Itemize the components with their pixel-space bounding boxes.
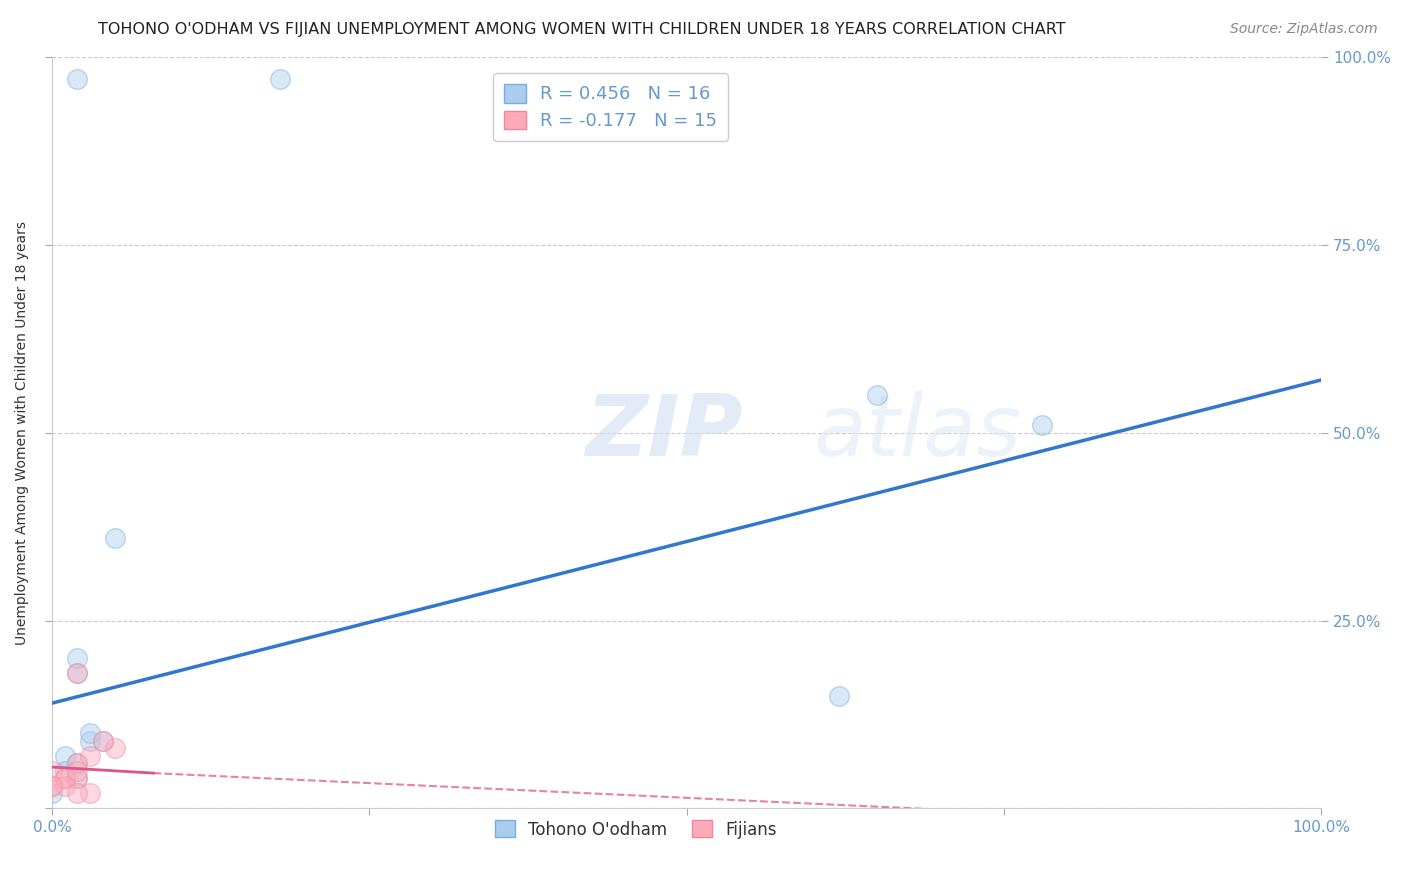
Point: [66, 72, 89, 87]
Point: [41, 779, 63, 793]
Point: [79, 748, 101, 763]
Point: [66, 764, 89, 778]
Point: [66, 772, 89, 786]
Text: TOHONO O'ODHAM VS FIJIAN UNEMPLOYMENT AMONG WOMEN WITH CHILDREN UNDER 18 YEARS C: TOHONO O'ODHAM VS FIJIAN UNEMPLOYMENT AM…: [98, 22, 1066, 37]
Point: [66, 666, 89, 681]
Point: [1031, 418, 1053, 433]
Point: [104, 741, 127, 756]
Text: atlas: atlas: [814, 391, 1022, 474]
Point: [66, 772, 89, 786]
Text: ZIP: ZIP: [585, 391, 742, 474]
Point: [79, 726, 101, 740]
Text: Source: ZipAtlas.com: Source: ZipAtlas.com: [1230, 22, 1378, 37]
Point: [53, 748, 76, 763]
Point: [53, 772, 76, 786]
Point: [53, 779, 76, 793]
Point: [828, 689, 851, 703]
Point: [866, 388, 889, 402]
Point: [53, 772, 76, 786]
Point: [79, 786, 101, 800]
Y-axis label: Unemployment Among Women with Children Under 18 years: Unemployment Among Women with Children U…: [15, 220, 30, 645]
Point: [66, 756, 89, 771]
Point: [91, 733, 114, 747]
Point: [41, 764, 63, 778]
Point: [79, 733, 101, 747]
Point: [41, 779, 63, 793]
Point: [104, 531, 127, 545]
Point: [66, 651, 89, 665]
Point: [91, 733, 114, 747]
Point: [269, 72, 291, 87]
Point: [66, 666, 89, 681]
Point: [66, 756, 89, 771]
Legend: Tohono O'odham, Fijians: Tohono O'odham, Fijians: [488, 814, 783, 846]
Point: [66, 786, 89, 800]
Point: [53, 764, 76, 778]
Point: [41, 786, 63, 800]
